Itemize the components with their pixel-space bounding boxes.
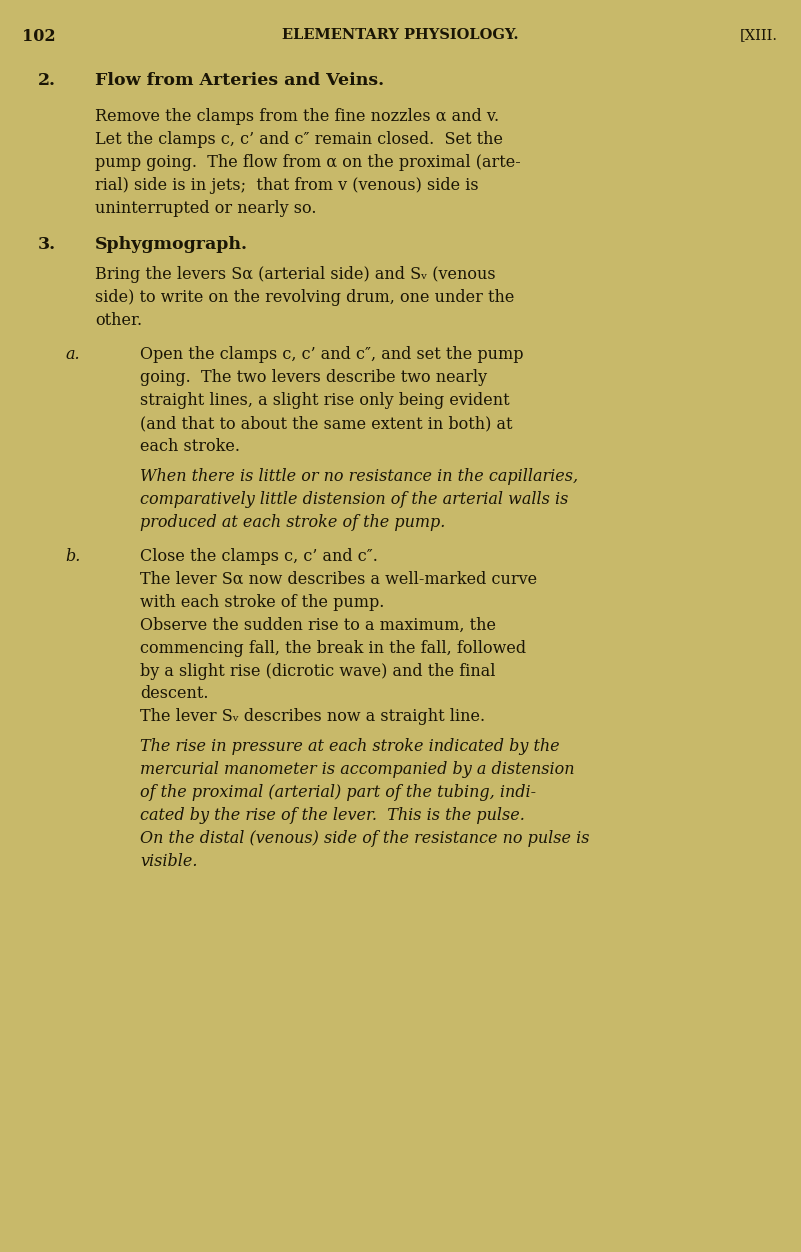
Text: Remove the clamps from the fine nozzles α and v.: Remove the clamps from the fine nozzles … — [95, 108, 499, 125]
Text: straight lines, a slight rise only being evident: straight lines, a slight rise only being… — [140, 392, 509, 409]
Text: side) to write on the revolving drum, one under the: side) to write on the revolving drum, on… — [95, 289, 514, 305]
Text: 2.: 2. — [38, 73, 56, 89]
Text: pump going.  The flow from α on the proximal (arte-: pump going. The flow from α on the proxi… — [95, 154, 521, 170]
Text: cated by the rise of the lever.  This is the pulse.: cated by the rise of the lever. This is … — [140, 808, 525, 824]
Text: produced at each stroke of the pump.: produced at each stroke of the pump. — [140, 513, 445, 531]
Text: ELEMENTARY PHYSIOLOGY.: ELEMENTARY PHYSIOLOGY. — [282, 28, 519, 43]
Text: Open the clamps c, c’ and c″, and set the pump: Open the clamps c, c’ and c″, and set th… — [140, 347, 524, 363]
Text: When there is little or no resistance in the capillaries,: When there is little or no resistance in… — [140, 468, 578, 485]
Text: Bring the levers Sα (arterial side) and Sᵥ (venous: Bring the levers Sα (arterial side) and … — [95, 267, 496, 283]
Text: On the distal (venous) side of the resistance no pulse is: On the distal (venous) side of the resis… — [140, 830, 590, 846]
Text: mercurial manometer is accompanied by a distension: mercurial manometer is accompanied by a … — [140, 761, 574, 779]
Text: rial) side is in jets;  that from v (venous) side is: rial) side is in jets; that from v (veno… — [95, 177, 479, 194]
Text: Observe the sudden rise to a maximum, the: Observe the sudden rise to a maximum, th… — [140, 617, 496, 634]
Text: descent.: descent. — [140, 686, 208, 702]
Text: 3.: 3. — [38, 237, 56, 253]
Text: Flow from Arteries and Veins.: Flow from Arteries and Veins. — [95, 73, 384, 89]
Text: commencing fall, the break in the fall, followed: commencing fall, the break in the fall, … — [140, 640, 526, 656]
Text: 102: 102 — [22, 28, 55, 45]
Text: Sphygmograph.: Sphygmograph. — [95, 237, 248, 253]
Text: [XIII.: [XIII. — [740, 28, 778, 43]
Text: with each stroke of the pump.: with each stroke of the pump. — [140, 593, 384, 611]
Text: a.: a. — [65, 347, 79, 363]
Text: other.: other. — [95, 312, 142, 329]
Text: Close the clamps c, c’ and c″.: Close the clamps c, c’ and c″. — [140, 548, 378, 565]
Text: comparatively little distension of the arterial walls is: comparatively little distension of the a… — [140, 491, 569, 508]
Text: visible.: visible. — [140, 853, 198, 870]
Text: by a slight rise (dicrotic wave) and the final: by a slight rise (dicrotic wave) and the… — [140, 662, 496, 680]
Text: The rise in pressure at each stroke indicated by the: The rise in pressure at each stroke indi… — [140, 739, 560, 755]
Text: (and that to about the same extent in both) at: (and that to about the same extent in bo… — [140, 416, 513, 432]
Text: b.: b. — [65, 548, 80, 565]
Text: of the proximal (arterial) part of the tubing, indi-: of the proximal (arterial) part of the t… — [140, 784, 536, 801]
Text: The lever Sα now describes a well-marked curve: The lever Sα now describes a well-marked… — [140, 571, 537, 588]
Text: The lever Sᵥ describes now a straight line.: The lever Sᵥ describes now a straight li… — [140, 709, 485, 725]
Text: going.  The two levers describe two nearly: going. The two levers describe two nearl… — [140, 369, 487, 387]
Text: each stroke.: each stroke. — [140, 438, 240, 454]
Text: uninterrupted or nearly so.: uninterrupted or nearly so. — [95, 199, 316, 217]
Text: Let the clamps c, c’ and c″ remain closed.  Set the: Let the clamps c, c’ and c″ remain close… — [95, 131, 503, 148]
